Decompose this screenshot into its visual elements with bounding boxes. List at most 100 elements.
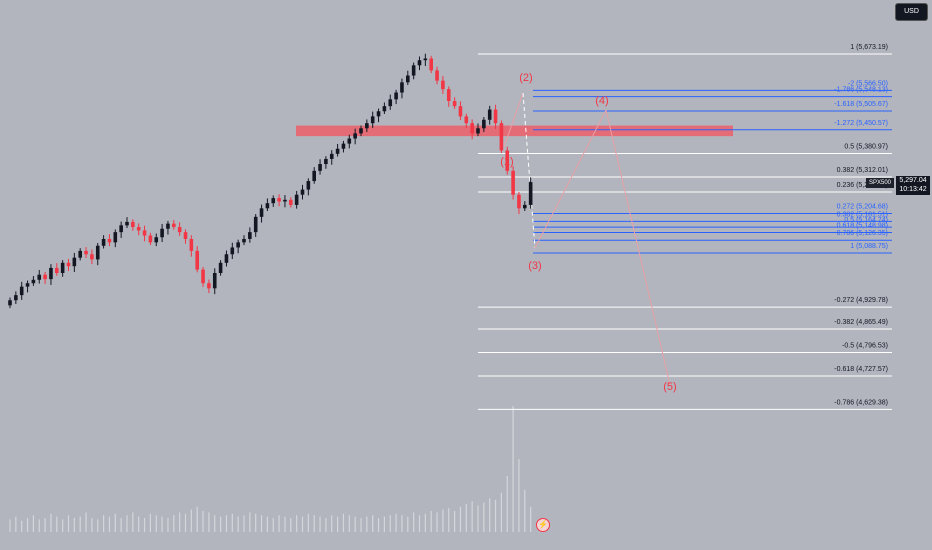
volume-bar [413, 512, 415, 532]
candle [166, 220, 170, 235]
currency-button[interactable]: USD [895, 3, 928, 21]
volume-bar [260, 515, 263, 532]
volume-bar [530, 506, 532, 532]
volume-bar [284, 516, 286, 532]
fib-label: -0.382 (4,865.49) [834, 319, 888, 326]
volume-bar [331, 515, 333, 532]
candle [201, 266, 205, 287]
candle [329, 150, 334, 165]
candle [283, 195, 287, 208]
volume-bar [337, 516, 339, 532]
candle [464, 113, 469, 128]
volume-bar [143, 518, 146, 532]
volume-bar [255, 513, 257, 532]
fib-level: -0.272 (4,929.78) [478, 297, 892, 308]
candle [353, 128, 357, 145]
volume-bar [459, 506, 462, 532]
volume-bar [448, 508, 450, 532]
candle [142, 225, 147, 242]
volume-bar [56, 516, 58, 532]
volume-bar [372, 515, 374, 532]
fib-level: -1.786 (5,548.13) [533, 87, 892, 98]
volume-bars [9, 406, 532, 532]
volume-bar [354, 516, 356, 532]
candle [177, 222, 182, 236]
volume-bar [126, 515, 128, 532]
fib-label: 0.272 (5,204.68) [837, 204, 888, 211]
candle [458, 101, 463, 121]
fib-label: 1 (5,673.19) [850, 44, 888, 51]
volume-bar [442, 509, 444, 532]
candle [148, 232, 153, 246]
volume-bar [483, 502, 485, 532]
wave-projection-lines [503, 92, 671, 386]
volume-bar [237, 516, 239, 532]
fib-level: 0.5 (5,380.97) [478, 144, 892, 154]
candle [113, 229, 118, 248]
volume-bar [196, 506, 198, 532]
candle [435, 66, 439, 85]
fib-label: 0.786 (5,126.35) [837, 230, 888, 237]
fib-level: 0.236 (5,226.69) [478, 182, 892, 193]
fib-label: 0.618 (5,148.98) [837, 222, 888, 229]
candles [8, 53, 533, 309]
volume-bar [366, 516, 368, 532]
candle [248, 227, 252, 243]
candle [72, 252, 77, 272]
volume-bar [167, 518, 169, 532]
volume-bar [120, 518, 122, 532]
candle [212, 268, 217, 295]
fib-label: 0.236 (5,226.69) [837, 182, 888, 189]
volume-bar [301, 516, 304, 532]
candle [411, 62, 416, 80]
volume-bar [512, 406, 514, 532]
candle [487, 105, 492, 125]
candle [335, 143, 340, 157]
candle [400, 78, 404, 99]
volume-bar [132, 512, 134, 532]
candle [183, 229, 188, 244]
candle [470, 119, 474, 140]
candle [37, 269, 42, 284]
volume-bar [73, 518, 75, 532]
volume-bar [389, 515, 391, 532]
candle [394, 89, 398, 105]
candle [25, 280, 30, 293]
candle [388, 94, 393, 110]
candle [43, 271, 47, 284]
candle [236, 239, 240, 254]
volume-bar [272, 518, 274, 532]
fib-level: 0.382 (5,181.51) [533, 211, 892, 222]
candle [289, 197, 293, 208]
candle [306, 178, 311, 196]
wave-label: (1) [500, 156, 513, 168]
volume-bar [278, 515, 280, 532]
candle [312, 167, 316, 184]
volume-bar [489, 498, 491, 532]
candle [224, 250, 229, 267]
projection-segment [503, 92, 524, 148]
volume-bar [155, 515, 157, 532]
fib-level: -0.382 (4,865.49) [478, 319, 892, 330]
volume-bar [494, 499, 497, 532]
flash-icon[interactable]: ⚡ [536, 518, 550, 532]
fib-level: -0.5 (4,796.53) [478, 343, 892, 353]
volume-bar [179, 512, 181, 532]
volume-bar [296, 515, 298, 532]
volume-bar [184, 513, 187, 532]
volume-bar [85, 512, 87, 532]
candle [8, 297, 12, 309]
volume-bar [243, 515, 245, 532]
candle [95, 243, 100, 266]
volume-bar [138, 516, 140, 532]
candle [376, 108, 381, 123]
candle [119, 221, 123, 238]
volume-bar [325, 518, 327, 532]
fib-label: -0.5 (4,796.53) [842, 343, 888, 350]
candle [318, 159, 322, 175]
elliott-wave-labels: (1) (2) (3) (4) (5) [500, 72, 676, 393]
volume-bar [21, 520, 23, 532]
projection-segment [522, 92, 536, 249]
last-price-tag: 5,297.04 10:13:42 [896, 176, 930, 195]
